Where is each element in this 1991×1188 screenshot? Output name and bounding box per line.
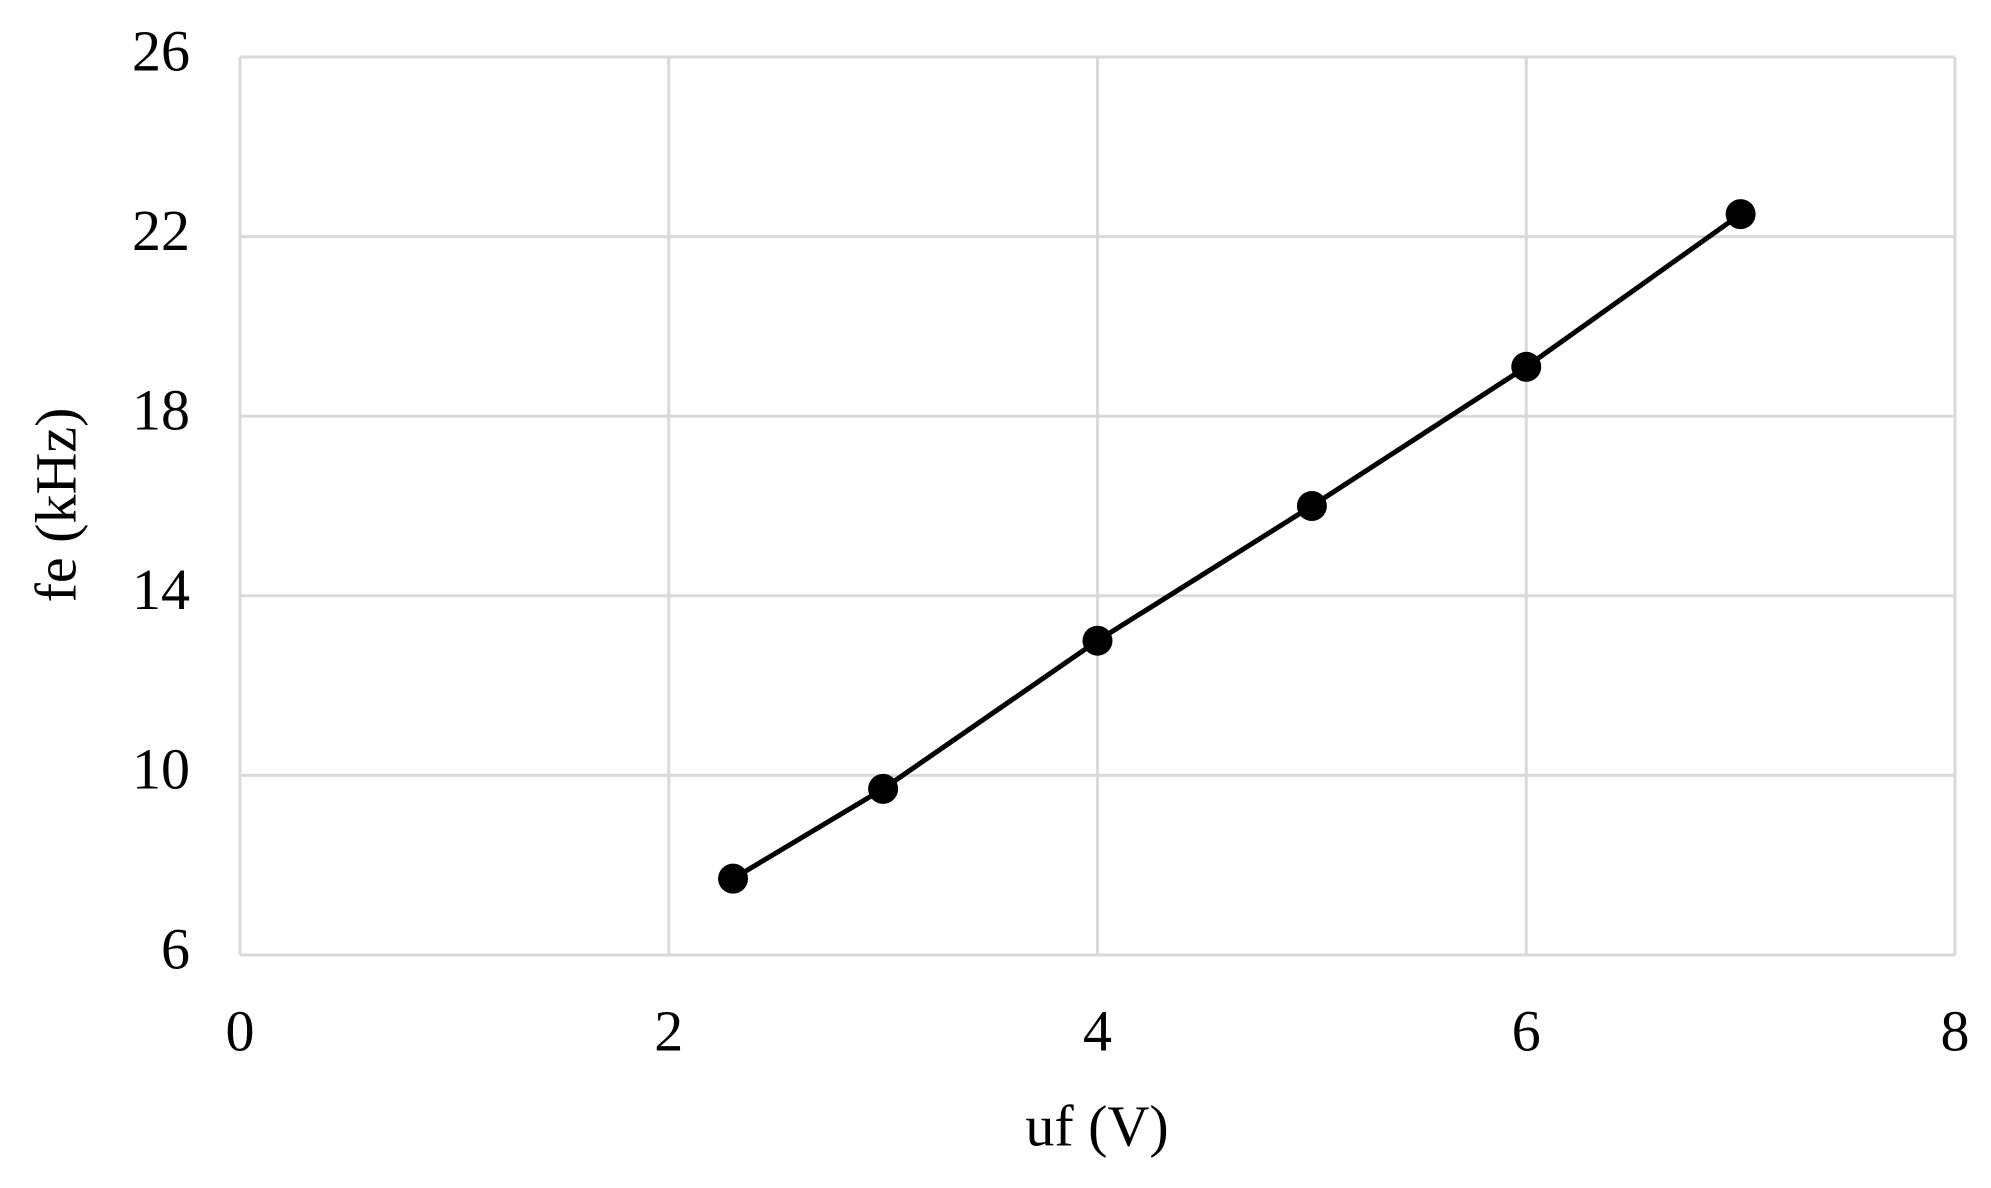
x-tick-label: 0 bbox=[226, 998, 255, 1063]
x-axis-title: uf (V) bbox=[1025, 1093, 1168, 1158]
x-tick-label: 2 bbox=[654, 998, 683, 1063]
y-tick-label: 26 bbox=[132, 18, 190, 83]
y-tick-label: 10 bbox=[132, 737, 190, 802]
data-point bbox=[1725, 199, 1756, 230]
x-tick-label: 6 bbox=[1512, 998, 1541, 1063]
y-tick-label: 22 bbox=[132, 198, 190, 263]
x-tick-label: 8 bbox=[1941, 998, 1970, 1063]
x-tick-label: 4 bbox=[1083, 998, 1112, 1063]
data-point bbox=[1296, 491, 1327, 521]
y-tick-label: 18 bbox=[132, 378, 190, 443]
y-tick-label: 14 bbox=[132, 557, 190, 622]
data-point bbox=[868, 773, 899, 804]
data-point bbox=[1511, 351, 1542, 382]
data-point bbox=[1082, 625, 1113, 656]
data-point bbox=[718, 863, 749, 894]
y-tick-label: 6 bbox=[161, 916, 190, 981]
y-axis-title: fe (kHz) bbox=[23, 408, 88, 603]
series-line bbox=[731, 212, 1743, 881]
